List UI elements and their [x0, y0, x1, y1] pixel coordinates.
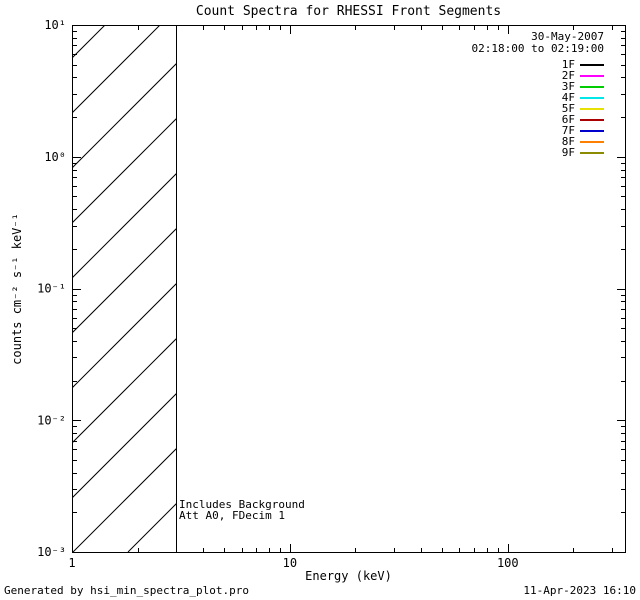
legend-entry-line — [580, 130, 604, 132]
legend-entry-line — [580, 152, 604, 154]
hatch-line — [72, 448, 176, 552]
annotation-attenuator-state: Att A0, FDecim 1 — [179, 509, 285, 522]
annotation-includes-background: Includes Background — [179, 498, 305, 511]
legend-entry-label: 6F — [561, 113, 575, 126]
y-tick-label: 10⁻³ — [37, 545, 66, 559]
legend-entry-label: 3F — [561, 80, 575, 93]
legend-entry-line — [580, 119, 604, 121]
legend-entry-line — [580, 86, 604, 88]
footer-generator: Generated by hsi_min_spectra_plot.pro — [4, 584, 250, 597]
legend-entry-label: 2F — [561, 69, 575, 82]
legend-entry: 6F — [561, 113, 604, 126]
legend-entry-line — [580, 141, 604, 143]
hatch-line — [72, 393, 176, 499]
y-tick-label: 10¹ — [44, 18, 66, 32]
legend-entry-label: 4F — [561, 91, 575, 104]
y-tick-label: 10⁰ — [44, 150, 66, 164]
hatch-line — [72, 338, 176, 444]
legend: 30-May-2007 02:18:00 to 02:19:00 1F 2F 3F 4… — [471, 30, 604, 159]
hatch-line — [72, 228, 176, 334]
legend-entry-line — [580, 64, 604, 66]
y-tick-label: 10⁻² — [37, 413, 66, 427]
chart-title: Count Spectra for RHESSI Front Segments — [195, 4, 502, 19]
legend-date: 30-May-2007 — [531, 30, 604, 43]
hatch-line — [72, 283, 176, 389]
legend-entry: 2F — [561, 69, 604, 82]
hatch-line — [72, 63, 176, 169]
legend-entry: 9F — [561, 146, 604, 159]
legend-entry: 5F — [561, 102, 604, 115]
plot-annotations: Includes Background Att A0, FDecim 1 — [179, 499, 305, 521]
legend-time-range: 02:18:00 to 02:19:00 — [471, 42, 604, 55]
axes-frame — [72, 25, 626, 553]
x-tick-label: 10 — [283, 556, 297, 570]
legend-entry-label: 9F — [561, 146, 575, 159]
x-tick-label: 1 — [68, 556, 75, 570]
legend-entries: 1F 2F 3F 4F 5F 6F 7F 8F 9F — [561, 58, 604, 159]
legend-entry-label: 5F — [561, 102, 575, 115]
legend-entry: 8F — [561, 135, 604, 148]
y-tick-label: 10⁻¹ — [37, 282, 66, 296]
legend-entry-label: 8F — [561, 135, 575, 148]
legend-entry: 3F — [561, 80, 604, 93]
footer-datetime: 11-Apr-2023 16:10 — [523, 584, 636, 597]
y-axis-label: counts cm⁻² s⁻¹ keV⁻¹ — [10, 213, 24, 365]
legend-entry-line — [580, 97, 604, 99]
legend-entry: 4F — [561, 91, 604, 104]
legend-entry-line — [580, 108, 604, 110]
legend-entry-label: 7F — [561, 124, 575, 137]
x-tick-label: 100 — [497, 556, 519, 570]
legend-entry-label: 1F — [561, 58, 575, 71]
legend-entry: 7F — [561, 124, 604, 137]
legend-entry-line — [580, 75, 604, 77]
x-axis-label: Energy (keV) — [305, 569, 392, 583]
legend-entry: 1F — [561, 58, 604, 71]
